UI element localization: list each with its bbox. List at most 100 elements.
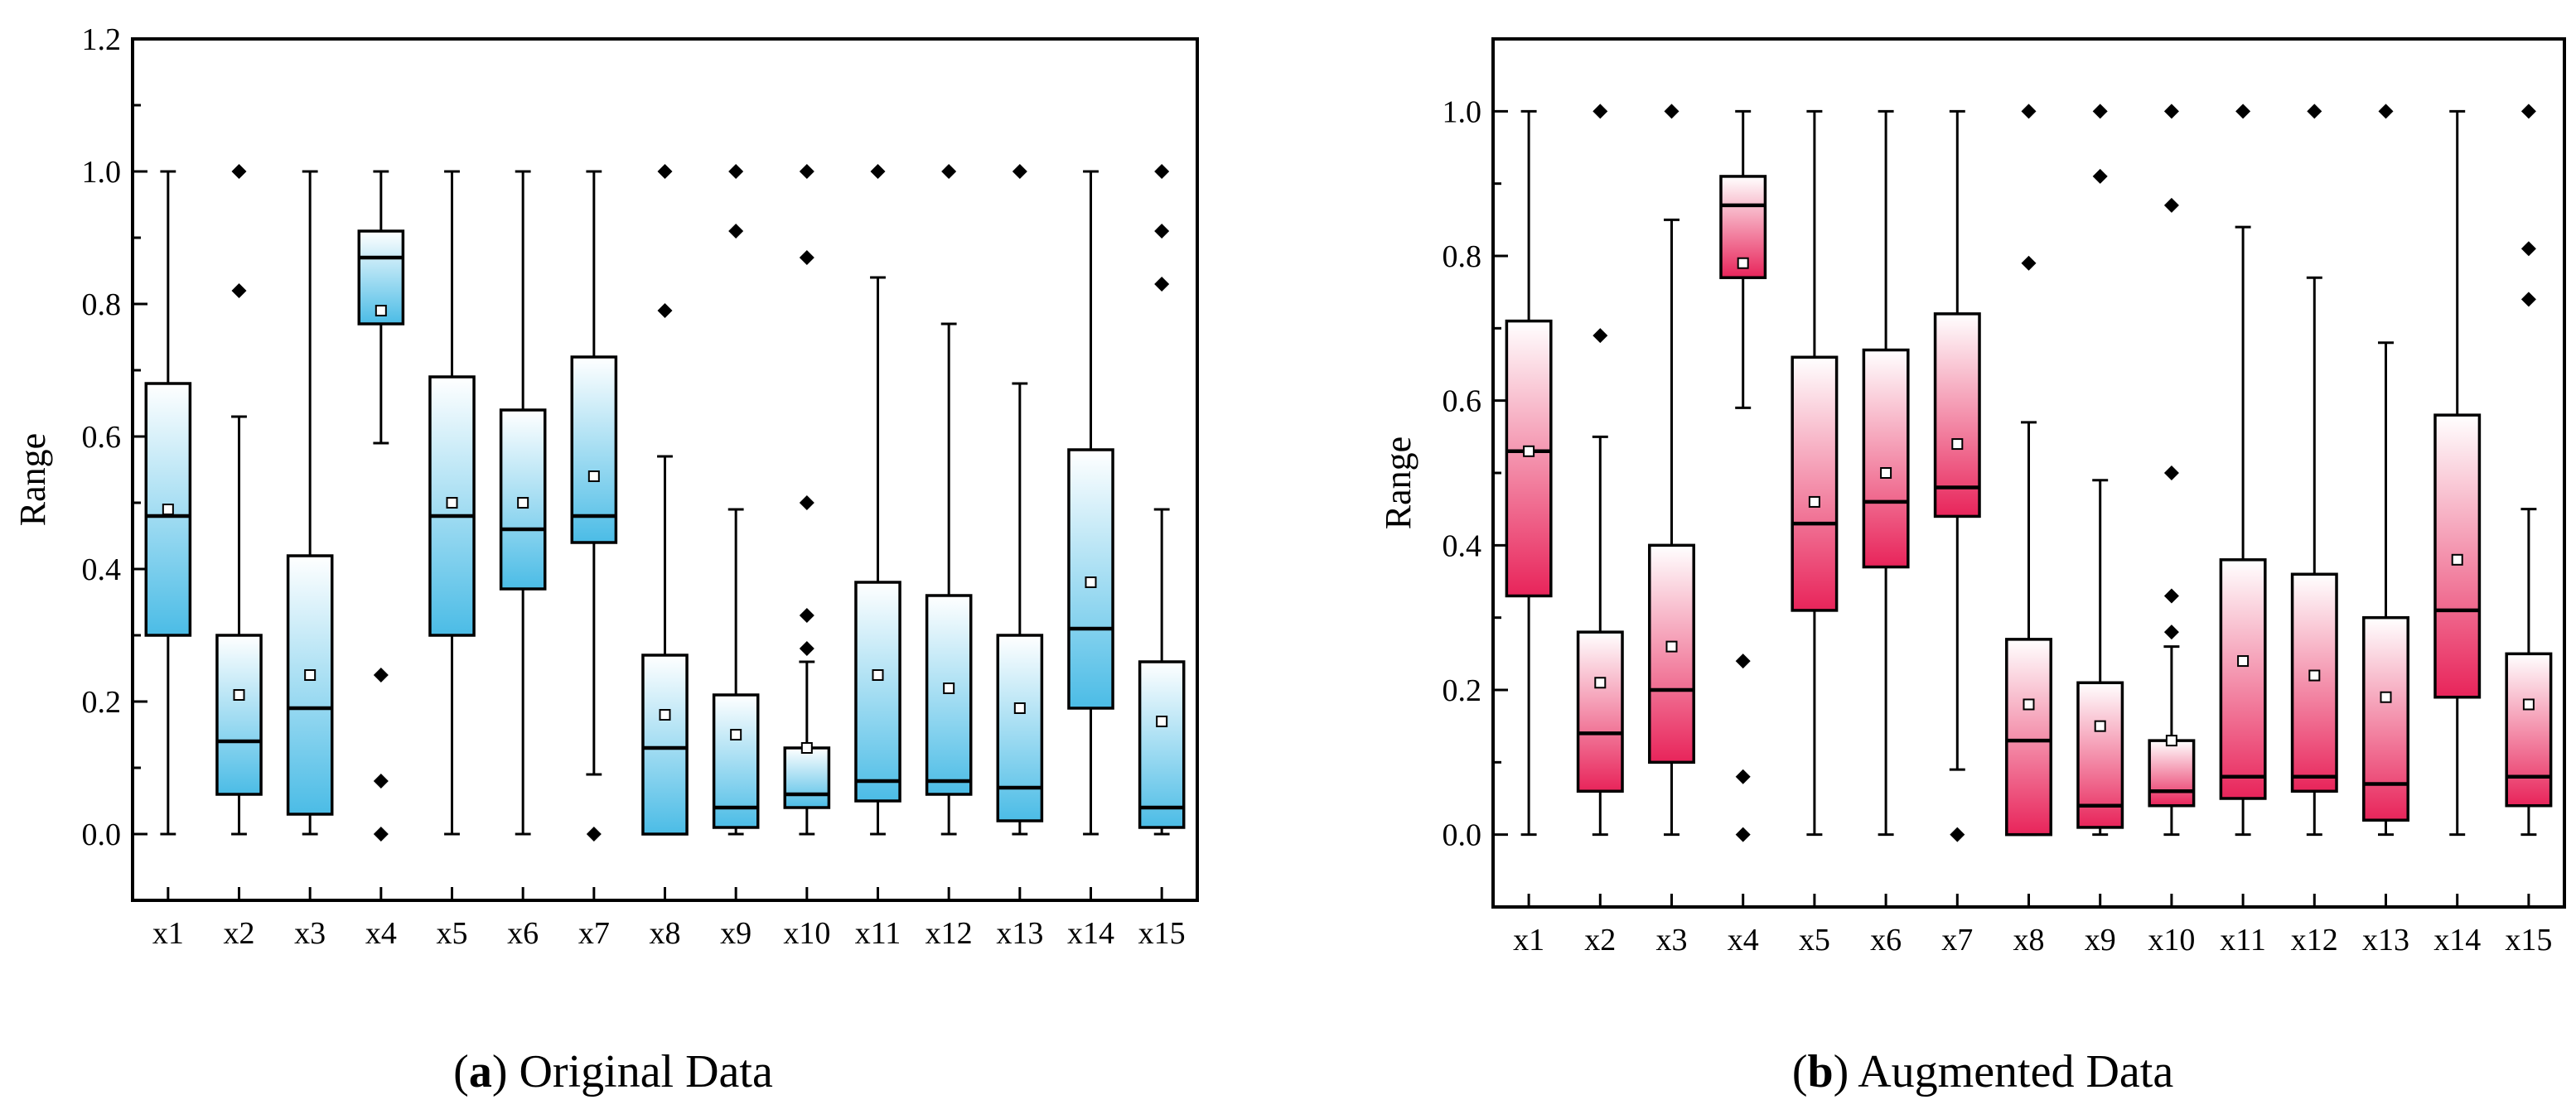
- mean-marker: [1523, 445, 1535, 457]
- y-tick-label: 0.2: [82, 685, 122, 720]
- outlier-point: [1664, 104, 1679, 119]
- y-tick-label: 0.4: [82, 552, 122, 587]
- box-iqr: [2290, 572, 2338, 793]
- outlier-point: [2092, 104, 2108, 119]
- box-iqr: [854, 581, 901, 803]
- box-iqr: [712, 693, 760, 829]
- mean-marker: [517, 497, 529, 509]
- mean-marker: [2023, 698, 2035, 711]
- y-axis-title: Range: [12, 433, 53, 526]
- x-tick-label: x8: [650, 916, 681, 951]
- box-iqr: [215, 634, 263, 796]
- outlier-point: [1154, 224, 1170, 239]
- y-tick-label: 0.8: [82, 287, 122, 322]
- box-x7: x7: [570, 170, 618, 951]
- x-tick-label: x13: [2362, 923, 2409, 957]
- outlier-point: [728, 224, 744, 239]
- mean-marker: [872, 669, 884, 681]
- x-tick-label: x6: [1870, 923, 1902, 957]
- mean-marker: [1156, 716, 1168, 727]
- outlier-point: [2163, 465, 2179, 480]
- mean-marker: [943, 682, 955, 694]
- box-iqr: [1505, 319, 1553, 598]
- mean-marker: [659, 709, 671, 721]
- mean-marker: [2094, 720, 2106, 732]
- box-iqr: [2362, 615, 2409, 822]
- box-iqr: [2148, 739, 2196, 808]
- mean-marker: [2522, 698, 2535, 711]
- x-tick-label: x14: [1067, 916, 1114, 951]
- outlier-point: [1950, 827, 1965, 842]
- box-x4: x4: [357, 170, 405, 951]
- outlier-point: [2378, 104, 2394, 119]
- outlier-point: [373, 774, 389, 789]
- mean-marker: [375, 305, 387, 316]
- x-tick-label: x3: [1656, 923, 1688, 957]
- box-x14: x14: [1067, 170, 1114, 951]
- outlier-point: [2163, 625, 2179, 640]
- outlier-point: [2307, 104, 2322, 119]
- box-x11: x11: [2219, 104, 2267, 957]
- box-iqr: [570, 355, 618, 544]
- box-x9: x9: [712, 164, 760, 951]
- outlier-point: [231, 164, 247, 179]
- x-tick-label: x1: [152, 916, 184, 951]
- y-tick-label: 0.8: [1443, 239, 1482, 274]
- outlier-point: [799, 641, 814, 656]
- outlier-point: [1735, 654, 1751, 669]
- x-tick-label: x1: [1513, 923, 1544, 957]
- y-tick-label: 0.6: [1443, 384, 1482, 419]
- box-iqr: [996, 634, 1044, 822]
- mean-marker: [2380, 691, 2392, 703]
- outlier-point: [2092, 168, 2108, 184]
- outlier-point: [870, 164, 886, 179]
- y-tick-label: 0.6: [82, 420, 122, 455]
- box-x8: x8: [2005, 104, 2052, 957]
- chart-panel-augmented: 0.0 0.2 0.4 0.6 0.8 1.0 Range x1 x2 x3 x4 x5 x6 x7 x8 x…: [1378, 37, 2566, 957]
- mean-marker: [304, 669, 317, 681]
- mean-marker: [1808, 495, 1820, 508]
- x-tick-label: x11: [855, 916, 901, 951]
- mean-marker: [2451, 553, 2463, 566]
- outlier-point: [373, 827, 389, 842]
- outlier-point: [2520, 104, 2536, 119]
- box-x6: x6: [499, 170, 547, 951]
- x-tick-label: x5: [1799, 923, 1830, 957]
- x-tick-label: x2: [224, 916, 255, 951]
- x-tick-label: x9: [720, 916, 752, 951]
- y-tick-label: 0.0: [1443, 818, 1482, 853]
- box-iqr: [1576, 630, 1624, 793]
- box-x8: x8: [641, 164, 689, 951]
- mean-marker: [233, 689, 245, 701]
- outlier-point: [799, 250, 814, 265]
- box-iqr: [925, 594, 973, 796]
- box-x3: x3: [286, 170, 334, 951]
- box-x6: x6: [1862, 109, 1910, 957]
- x-tick-label: x15: [2505, 923, 2552, 957]
- x-tick-label: x7: [578, 916, 610, 951]
- box-iqr: [2433, 413, 2482, 699]
- outlier-point: [2021, 255, 2037, 271]
- box-x2: x2: [215, 164, 263, 951]
- mean-marker: [1594, 677, 1607, 689]
- x-tick-label: x12: [2291, 923, 2338, 957]
- box-iqr: [2076, 681, 2124, 829]
- box-x12: x12: [2291, 104, 2338, 957]
- x-tick-label: x5: [437, 916, 468, 951]
- box-x15: x15: [1138, 164, 1186, 951]
- mean-marker: [587, 470, 600, 482]
- mean-marker: [1951, 438, 1964, 451]
- x-tick-label: x7: [1941, 923, 1973, 957]
- box-x15: x15: [2505, 104, 2552, 957]
- outlier-point: [373, 668, 389, 682]
- box-x4: x4: [1719, 109, 1767, 957]
- box-iqr: [1138, 660, 1186, 829]
- outlier-point: [2021, 104, 2037, 119]
- outlier-point: [231, 283, 247, 298]
- box-iqr: [783, 746, 831, 809]
- outlier-point: [657, 164, 673, 179]
- x-tick-label: x11: [2220, 923, 2266, 957]
- mean-marker: [800, 742, 813, 754]
- box-iqr: [1648, 543, 1695, 764]
- mean-marker: [2165, 735, 2177, 747]
